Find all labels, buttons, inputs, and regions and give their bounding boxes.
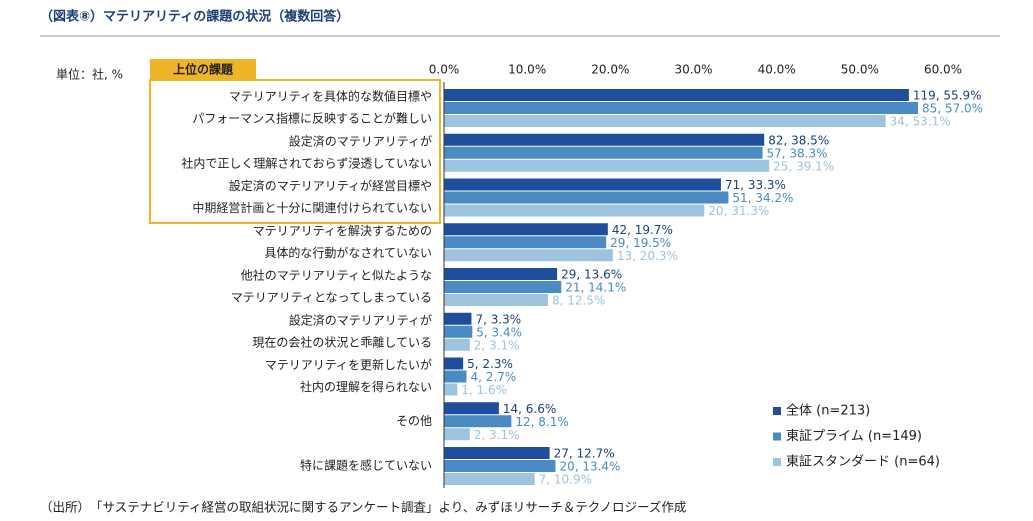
data-label: 34, 53.1% (890, 115, 951, 129)
x-tick-label: 10.0% (508, 63, 546, 77)
category-label: 社内の理解を得られない (300, 379, 432, 394)
category-label: マテリアリティを更新したいが (265, 357, 432, 372)
data-label: 2, 3.1% (474, 338, 520, 352)
data-label: 4, 2.7% (470, 370, 516, 384)
bar (444, 473, 535, 485)
data-label: 1, 1.6% (461, 383, 507, 397)
category-label: その他 (396, 414, 432, 428)
data-label: 27, 12.7% (554, 447, 615, 461)
source-note: （出所） 「サステナビリティ経営の取組状況に関するアンケート調査」より、みずほリ… (40, 500, 686, 515)
x-tick-label: 60.0% (924, 63, 962, 77)
bar (444, 447, 550, 459)
data-label: 5, 2.3% (467, 357, 513, 371)
legend-swatch (773, 432, 781, 441)
highlight-label: 上位の課題 (173, 62, 234, 77)
bar (444, 415, 512, 428)
legend-label: 東証プライム (n=149) (786, 428, 922, 444)
highlight-tab (150, 59, 256, 80)
bar (444, 325, 473, 338)
bar (444, 338, 470, 351)
category-label: マテリアリティを具体的な数値目標や (229, 89, 432, 104)
bar (444, 146, 763, 159)
x-tick-label: 50.0% (841, 63, 879, 77)
bar (444, 102, 919, 114)
x-tick-label: 0.0% (429, 63, 460, 77)
data-label: 85, 57.0% (922, 102, 983, 116)
highlight-box (149, 79, 441, 224)
data-label: 8, 12.5% (552, 294, 605, 308)
bar (444, 460, 556, 472)
bar (444, 294, 548, 306)
data-label: 20, 31.3% (708, 204, 769, 218)
bar (444, 204, 705, 217)
bar (444, 223, 608, 236)
bar (444, 428, 470, 441)
bar (444, 268, 558, 280)
data-label: 20, 13.4% (559, 460, 620, 474)
data-label: 51, 34.2% (732, 191, 793, 205)
bar (444, 159, 770, 172)
data-label: 14, 6.6% (503, 402, 556, 416)
bar (444, 383, 458, 396)
data-label: 119, 55.9% (913, 89, 982, 103)
legend-label: 東証スタンダード (n=64) (786, 454, 940, 470)
category-label: 特に課題を感じていない (300, 458, 432, 473)
bar (444, 115, 886, 127)
data-label: 7, 3.3% (475, 312, 521, 326)
legend-swatch (773, 407, 781, 415)
bar (444, 370, 467, 383)
data-label: 25, 39.1% (773, 159, 834, 173)
x-tick-label: 40.0% (758, 63, 796, 77)
bar (444, 357, 464, 370)
category-label: 中期経営計画と十分に関連付けられていない (192, 200, 432, 215)
x-tick-label: 30.0% (674, 63, 712, 77)
legend-label: 全体 (n=213) (786, 403, 870, 419)
x-tick-label: 20.0% (591, 63, 629, 77)
unit-label: 単位：社, % (56, 67, 123, 82)
legend-swatch (773, 458, 781, 466)
bar (444, 236, 607, 249)
data-label: 82, 38.5% (768, 133, 829, 147)
category-label: マテリアリティを解決するための (253, 224, 432, 238)
category-label: 設定済のマテリアリティが経営目標や (229, 178, 432, 193)
data-label: 12, 8.1% (515, 415, 568, 429)
data-label: 5, 3.4% (476, 325, 522, 339)
category-label: 設定済のマテリアリティが (289, 312, 432, 327)
data-label: 13, 20.3% (617, 249, 678, 263)
bar (444, 178, 721, 191)
category-label: 具体的な行動がなされていない (264, 245, 432, 260)
data-label: 71, 33.3% (725, 178, 786, 192)
category-label: 設定済のマテリアリティが (289, 133, 432, 148)
data-label: 7, 10.9% (539, 473, 592, 487)
category-label: 現在の会社の状況と乖離している (252, 334, 432, 349)
data-label: 42, 19.7% (612, 223, 673, 237)
bar (444, 89, 909, 101)
category-label: 他社のマテリアリティと似たような (241, 268, 432, 283)
bar (444, 281, 562, 293)
chart-title: （図表⑧）マテリアリティの課題の状況（複数回答） (40, 9, 349, 25)
bar (444, 402, 499, 415)
bar (444, 312, 472, 325)
data-label: 29, 19.5% (610, 236, 671, 250)
data-label: 2, 3.1% (474, 428, 520, 442)
category-label: パフォーマンス指標に反映することが難しい (192, 111, 432, 126)
bar (444, 191, 729, 204)
bar (444, 249, 613, 262)
category-label: 社内で正しく理解されておらず浸透していない (181, 155, 432, 170)
bar (444, 133, 765, 146)
category-label: マテリアリティとなってしまっている (231, 291, 432, 305)
data-label: 29, 13.6% (561, 268, 622, 282)
data-label: 57, 38.3% (767, 146, 828, 160)
data-label: 21, 14.1% (565, 281, 626, 295)
